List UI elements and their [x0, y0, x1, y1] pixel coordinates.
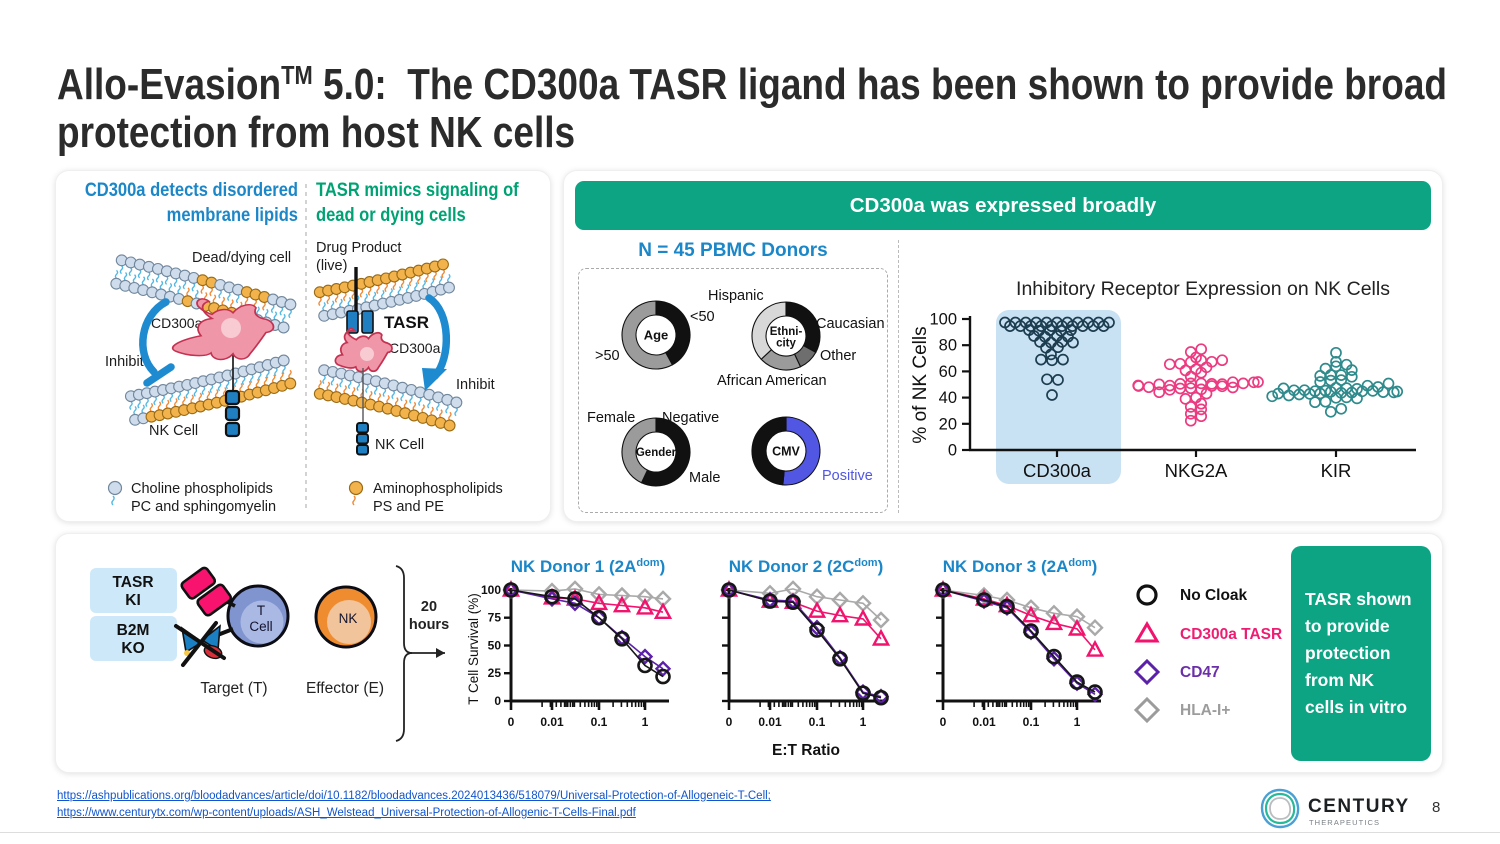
svg-text:Effector (E): Effector (E) [306, 680, 384, 697]
svg-text:100: 100 [481, 583, 501, 597]
svg-text:80: 80 [939, 337, 957, 355]
svg-text:0.1: 0.1 [591, 715, 608, 729]
svg-text:KI: KI [125, 592, 141, 609]
svg-text:TASR: TASR [112, 574, 153, 591]
svg-text:CMV: CMV [772, 445, 800, 459]
svg-text:KO: KO [121, 640, 144, 657]
svg-text:NK Donor 1 (2Adom): NK Donor 1 (2Adom) [511, 557, 666, 576]
svg-text:0: 0 [508, 715, 515, 729]
svg-text:CD300a: CD300a [389, 340, 441, 356]
svg-text:% of NK Cells: % of NK Cells [910, 326, 931, 443]
svg-text:0: 0 [494, 694, 501, 708]
svg-text:HLA-I+: HLA-I+ [1180, 702, 1230, 719]
svg-text:20: 20 [421, 599, 437, 615]
svg-text:Cell: Cell [249, 619, 272, 634]
svg-text:Male: Male [689, 470, 720, 486]
svg-text:PC and sphingomyelin: PC and sphingomyelin [131, 499, 276, 515]
svg-text:Gender: Gender [636, 447, 677, 459]
svg-text:1: 1 [860, 715, 867, 729]
svg-text:Dead/dying cell: Dead/dying cell [192, 250, 291, 266]
svg-text:Caucasian: Caucasian [816, 316, 885, 332]
svg-text:KIR: KIR [1321, 460, 1352, 481]
svg-text:20: 20 [939, 415, 957, 433]
svg-text:Aminophospholipids: Aminophospholipids [373, 481, 503, 497]
svg-text:<50: <50 [690, 309, 715, 325]
svg-text:Choline phospholipids: Choline phospholipids [131, 481, 273, 497]
svg-text:0.1: 0.1 [809, 715, 826, 729]
svg-text:African American: African American [717, 373, 827, 389]
svg-text:>50: >50 [595, 348, 620, 364]
svg-text:Negative: Negative [662, 410, 719, 426]
svg-text:city: city [776, 338, 796, 350]
svg-text:50: 50 [488, 639, 502, 653]
svg-text:100: 100 [929, 311, 957, 329]
svg-text:Inhibit: Inhibit [105, 354, 144, 370]
svg-text:Age: Age [644, 328, 669, 343]
svg-text:Target (T): Target (T) [200, 680, 267, 697]
svg-text:T Cell Survival (%): T Cell Survival (%) [466, 593, 481, 705]
svg-text:60: 60 [939, 363, 957, 381]
svg-text:CD300a: CD300a [151, 315, 203, 331]
svg-text:25: 25 [488, 666, 502, 680]
svg-text:Drug Product: Drug Product [316, 240, 401, 256]
svg-text:0: 0 [940, 715, 947, 729]
svg-text:1: 1 [1074, 715, 1081, 729]
svg-text:0: 0 [948, 442, 957, 460]
svg-text:E:T Ratio: E:T Ratio [772, 742, 840, 759]
svg-text:75: 75 [488, 611, 502, 625]
svg-text:0.01: 0.01 [758, 715, 782, 729]
svg-text:0.1: 0.1 [1023, 715, 1040, 729]
svg-text:0.01: 0.01 [540, 715, 564, 729]
svg-text:Female: Female [587, 410, 635, 426]
svg-text:TASR: TASR [384, 313, 429, 332]
svg-text:1: 1 [642, 715, 649, 729]
svg-text:Inhibit: Inhibit [456, 377, 495, 393]
svg-text:Positive: Positive [822, 468, 873, 484]
svg-text:T: T [257, 603, 265, 618]
svg-text:NK: NK [339, 611, 358, 626]
svg-text:No Cloak: No Cloak [1180, 587, 1248, 604]
svg-text:NK Cell: NK Cell [149, 423, 198, 439]
svg-text:CD300a: CD300a [1023, 460, 1092, 481]
svg-text:0: 0 [726, 715, 733, 729]
svg-text:NK Donor 2 (2Cdom): NK Donor 2 (2Cdom) [729, 557, 884, 576]
svg-text:hours: hours [409, 617, 449, 633]
svg-text:PS and PE: PS and PE [373, 499, 444, 515]
svg-text:CD47: CD47 [1180, 664, 1220, 681]
svg-text:Other: Other [820, 348, 856, 364]
svg-text:B2M: B2M [117, 622, 150, 639]
svg-text:Ethni-: Ethni- [770, 326, 803, 338]
svg-text:NK Cell: NK Cell [375, 437, 424, 453]
svg-text:CENTURY: CENTURY [1308, 796, 1410, 817]
svg-text:0.01: 0.01 [972, 715, 996, 729]
svg-text:THERAPEUTICS: THERAPEUTICS [1309, 818, 1380, 827]
svg-text:(live): (live) [316, 258, 347, 274]
svg-text:40: 40 [939, 389, 957, 407]
svg-text:CD300a TASR: CD300a TASR [1180, 626, 1282, 643]
svg-text:Inhibitory Receptor Expression: Inhibitory Receptor Expression on NK Cel… [1016, 278, 1390, 300]
svg-text:NKG2A: NKG2A [1165, 460, 1228, 481]
svg-text:Hispanic: Hispanic [708, 288, 764, 304]
svg-text:NK Donor 3 (2Adom): NK Donor 3 (2Adom) [943, 557, 1098, 576]
